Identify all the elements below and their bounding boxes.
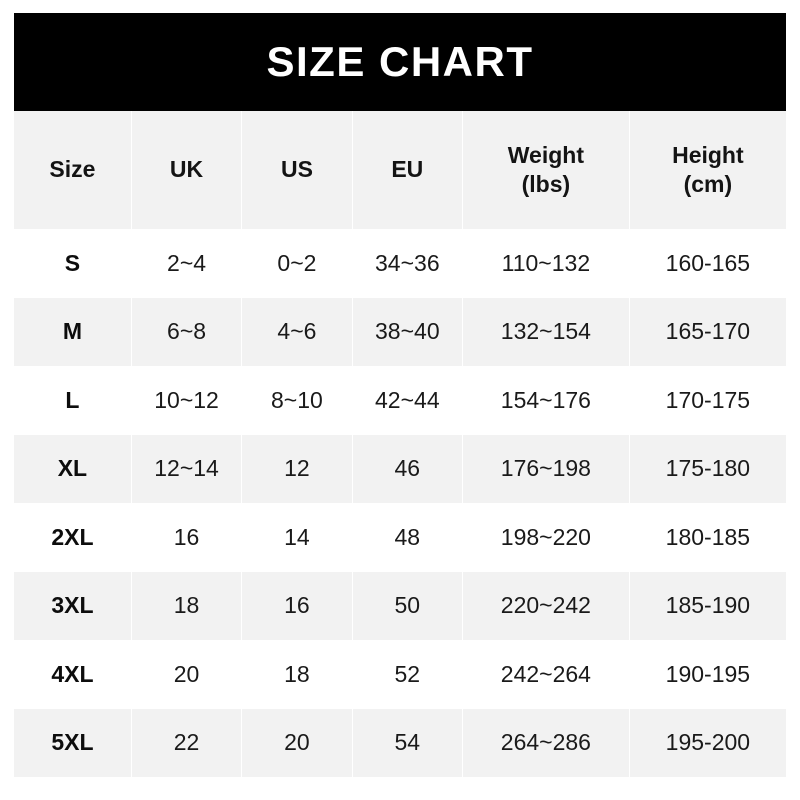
cell-height: 165-170 <box>629 297 786 366</box>
cell-uk: 22 <box>131 708 243 777</box>
cell-eu: 48 <box>352 503 464 572</box>
table-row: L 10~12 8~10 42~44 154~176 170-175 <box>14 366 786 435</box>
cell-weight: 242~264 <box>462 640 630 709</box>
cell-uk: 16 <box>131 503 243 572</box>
table-row: XL 12~14 12 46 176~198 175-180 <box>14 434 786 503</box>
cell-height: 190-195 <box>629 640 786 709</box>
cell-us: 8~10 <box>241 366 353 435</box>
cell-weight: 264~286 <box>462 708 630 777</box>
title-bar: SIZE CHART <box>14 13 786 111</box>
table-header: Size UK US EU Weight (lbs) Height (cm) <box>14 111 786 229</box>
cell-size: 2XL <box>14 503 132 572</box>
table-body: S 2~4 0~2 34~36 110~132 160-165 M 6~8 4~6 38~40 13… <box>14 229 786 777</box>
column-header-eu: EU <box>352 111 464 229</box>
cell-height: 160-165 <box>629 229 786 298</box>
cell-height: 180-185 <box>629 503 786 572</box>
column-header-size: Size <box>14 111 132 229</box>
column-header-weight-line1: Weight <box>507 141 584 168</box>
table-header-row: Size UK US EU Weight (lbs) Height (cm) <box>14 111 786 229</box>
table-row: 3XL 18 16 50 220~242 185-190 <box>14 571 786 640</box>
cell-size: M <box>14 297 132 366</box>
cell-weight: 132~154 <box>462 297 630 366</box>
cell-eu: 50 <box>352 571 464 640</box>
cell-weight: 110~132 <box>462 229 630 298</box>
table-row: M 6~8 4~6 38~40 132~154 165-170 <box>14 297 786 366</box>
cell-us: 12 <box>241 434 353 503</box>
cell-size: S <box>14 229 132 298</box>
cell-size: XL <box>14 434 132 503</box>
cell-weight: 220~242 <box>462 571 630 640</box>
column-header-height-line2: (cm) <box>683 171 733 197</box>
column-header-height: Height (cm) <box>629 111 786 229</box>
cell-weight: 198~220 <box>462 503 630 572</box>
table-row: S 2~4 0~2 34~36 110~132 160-165 <box>14 229 786 298</box>
cell-us: 14 <box>241 503 353 572</box>
column-header-eu-line1: EU <box>391 156 424 183</box>
page-title: SIZE CHART <box>266 38 534 85</box>
cell-size: 4XL <box>14 640 132 709</box>
column-header-weight-line2: (lbs) <box>521 171 571 197</box>
cell-uk: 18 <box>131 571 243 640</box>
column-header-uk: UK <box>131 111 243 229</box>
cell-uk: 12~14 <box>131 434 243 503</box>
cell-uk: 20 <box>131 640 243 709</box>
cell-uk: 10~12 <box>131 366 243 435</box>
cell-us: 0~2 <box>241 229 353 298</box>
size-chart-table: Size UK US EU Weight (lbs) Height (cm) S 2~4 0~2 3… <box>14 111 786 777</box>
column-header-us: US <box>241 111 353 229</box>
cell-us: 16 <box>241 571 353 640</box>
cell-size: L <box>14 366 132 435</box>
column-header-weight: Weight (lbs) <box>462 111 630 229</box>
cell-weight: 154~176 <box>462 366 630 435</box>
table-row: 4XL 20 18 52 242~264 190-195 <box>14 640 786 709</box>
cell-us: 20 <box>241 708 353 777</box>
cell-size: 3XL <box>14 571 132 640</box>
column-header-uk-line1: UK <box>169 156 204 183</box>
column-header-height-line1: Height <box>672 141 744 168</box>
table-row: 5XL 22 20 54 264~286 195-200 <box>14 708 786 777</box>
table-row: 2XL 16 14 48 198~220 180-185 <box>14 503 786 572</box>
cell-eu: 34~36 <box>352 229 464 298</box>
cell-eu: 54 <box>352 708 464 777</box>
cell-height: 185-190 <box>629 571 786 640</box>
cell-uk: 6~8 <box>131 297 243 366</box>
cell-us: 4~6 <box>241 297 353 366</box>
cell-us: 18 <box>241 640 353 709</box>
cell-size: 5XL <box>14 708 132 777</box>
cell-eu: 46 <box>352 434 464 503</box>
cell-height: 195-200 <box>629 708 786 777</box>
cell-height: 175-180 <box>629 434 786 503</box>
cell-weight: 176~198 <box>462 434 630 503</box>
column-header-us-line1: US <box>280 156 313 183</box>
cell-eu: 42~44 <box>352 366 464 435</box>
cell-eu: 52 <box>352 640 464 709</box>
column-header-size-line1: Size <box>49 156 96 183</box>
cell-uk: 2~4 <box>131 229 243 298</box>
cell-height: 170-175 <box>629 366 786 435</box>
cell-eu: 38~40 <box>352 297 464 366</box>
